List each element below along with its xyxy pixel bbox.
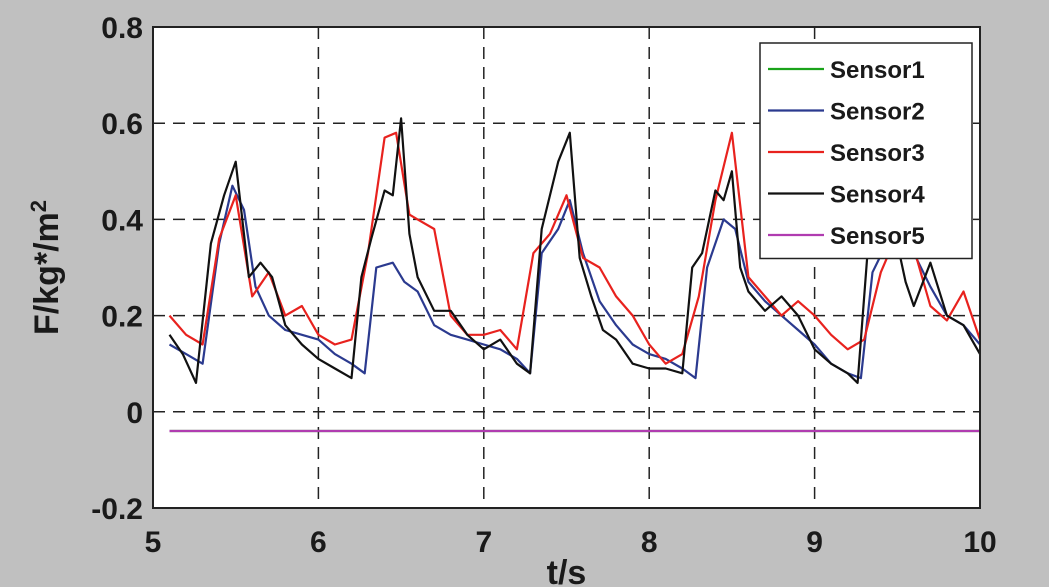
series-line-sensor3 (168, 131, 982, 365)
svg-text:F/kg*/m2: F/kg*/m2 (26, 200, 66, 335)
plot-frame (152, 26, 981, 509)
series-group (168, 117, 982, 433)
y-tick-label: 0.8 (101, 12, 143, 45)
x-tick-label: 9 (806, 526, 823, 559)
x-tick-label: 6 (310, 526, 327, 559)
series-line-sensor4 (168, 117, 981, 384)
legend-entry-label: Sensor2 (830, 99, 925, 126)
x-tick-label: 7 (475, 526, 492, 559)
y-axis-label: F/kg*/m2 (26, 200, 66, 335)
y-tick-label: 0.4 (101, 204, 143, 237)
y-tick-label: 0.6 (101, 108, 143, 141)
tick-labels: 5 6 7 8 9 10 -0.2 0 0.2 0.4 0.6 0.8 (91, 12, 996, 559)
x-tick-label: 10 (963, 526, 996, 559)
legend: Sensor1 Sensor2 Sensor3 Sensor4 Sensor5 (759, 42, 973, 260)
legend-entry-label: Sensor3 (830, 140, 925, 167)
y-tick-label: -0.2 (91, 493, 143, 526)
y-axis-label-superscript: 2 (26, 200, 51, 212)
y-tick-label: 0.2 (101, 301, 143, 334)
legend-entry-label: Sensor4 (830, 182, 925, 209)
x-tick-label: 8 (641, 526, 658, 559)
legend-entry-label: Sensor5 (830, 223, 925, 250)
y-axis-label-main: F/kg*/m (28, 212, 66, 335)
x-axis-label: t/s (547, 554, 587, 587)
y-tick-label: 0 (126, 397, 143, 430)
legend-box (759, 42, 973, 260)
legend-entry-label: Sensor1 (830, 57, 925, 84)
x-tick-label: 5 (145, 526, 162, 559)
